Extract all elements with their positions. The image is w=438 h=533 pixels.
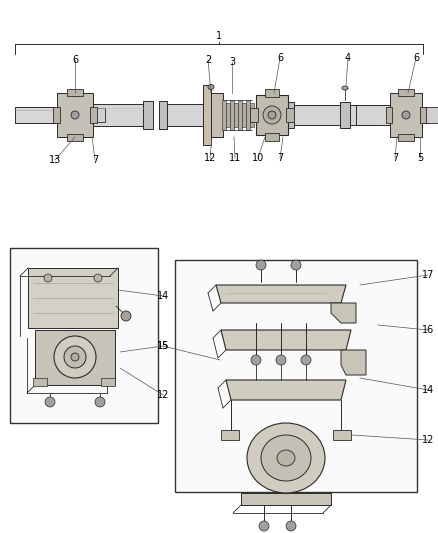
Circle shape bbox=[286, 521, 296, 531]
Bar bbox=[67, 134, 83, 141]
Bar bbox=[143, 101, 153, 129]
Text: 14: 14 bbox=[422, 385, 434, 395]
Bar bbox=[390, 93, 422, 137]
Ellipse shape bbox=[342, 86, 348, 90]
Polygon shape bbox=[331, 303, 356, 323]
Bar bbox=[356, 105, 401, 125]
Text: 7: 7 bbox=[277, 153, 283, 163]
Ellipse shape bbox=[268, 111, 276, 119]
Circle shape bbox=[291, 260, 301, 270]
Ellipse shape bbox=[261, 435, 311, 481]
Bar bbox=[256, 95, 288, 135]
Bar bbox=[420, 107, 426, 123]
Circle shape bbox=[251, 355, 261, 365]
Ellipse shape bbox=[54, 336, 96, 378]
Bar bbox=[101, 378, 115, 386]
Ellipse shape bbox=[247, 423, 325, 493]
Bar bbox=[10, 248, 158, 423]
Polygon shape bbox=[221, 330, 351, 350]
Text: 2: 2 bbox=[205, 55, 211, 65]
Bar bbox=[424, 107, 438, 123]
Bar bbox=[265, 89, 279, 97]
Bar bbox=[265, 133, 279, 141]
Text: 16: 16 bbox=[422, 325, 434, 335]
Text: 13: 13 bbox=[49, 155, 61, 165]
Text: 1: 1 bbox=[216, 31, 222, 41]
Bar bbox=[386, 107, 392, 123]
Bar bbox=[90, 107, 97, 123]
Bar bbox=[207, 93, 223, 137]
Text: 7: 7 bbox=[92, 155, 98, 165]
Bar bbox=[250, 103, 254, 127]
Ellipse shape bbox=[71, 111, 79, 119]
Bar bbox=[241, 493, 331, 505]
Circle shape bbox=[121, 311, 131, 321]
Text: 4: 4 bbox=[345, 53, 351, 63]
Text: 7: 7 bbox=[392, 153, 398, 163]
Text: 15: 15 bbox=[157, 341, 169, 351]
Text: 10: 10 bbox=[252, 153, 264, 163]
Text: 5: 5 bbox=[417, 153, 423, 163]
Text: 6: 6 bbox=[72, 55, 78, 65]
Bar bbox=[203, 85, 211, 145]
Ellipse shape bbox=[402, 111, 410, 119]
Bar bbox=[246, 100, 250, 130]
Text: 14: 14 bbox=[157, 291, 169, 301]
Text: 17: 17 bbox=[422, 270, 434, 280]
Bar bbox=[15, 107, 55, 123]
Bar bbox=[163, 104, 208, 126]
Bar bbox=[33, 378, 47, 386]
Circle shape bbox=[95, 397, 105, 407]
Bar bbox=[222, 100, 226, 130]
Text: 12: 12 bbox=[157, 390, 169, 400]
Text: 15: 15 bbox=[157, 341, 169, 351]
Circle shape bbox=[259, 521, 269, 531]
Ellipse shape bbox=[64, 346, 86, 368]
Bar bbox=[67, 89, 83, 96]
Bar bbox=[221, 430, 239, 440]
Bar bbox=[35, 330, 115, 385]
Text: 12: 12 bbox=[204, 153, 216, 163]
Circle shape bbox=[45, 397, 55, 407]
Ellipse shape bbox=[71, 353, 79, 361]
Bar bbox=[290, 105, 370, 125]
Bar bbox=[250, 108, 258, 122]
Bar bbox=[93, 108, 105, 122]
Bar bbox=[286, 108, 294, 122]
Bar bbox=[238, 100, 242, 130]
Text: 3: 3 bbox=[229, 57, 235, 67]
Bar bbox=[398, 89, 414, 96]
Circle shape bbox=[44, 274, 52, 282]
Bar bbox=[226, 103, 230, 127]
Polygon shape bbox=[226, 380, 346, 400]
Bar bbox=[92, 104, 147, 126]
Circle shape bbox=[301, 355, 311, 365]
Text: 12: 12 bbox=[422, 435, 434, 445]
Ellipse shape bbox=[263, 106, 281, 124]
Bar bbox=[242, 103, 246, 127]
Bar bbox=[175, 260, 417, 492]
Circle shape bbox=[94, 274, 102, 282]
Circle shape bbox=[276, 355, 286, 365]
Bar bbox=[53, 107, 60, 123]
Text: 6: 6 bbox=[413, 53, 419, 63]
Bar bbox=[159, 101, 167, 129]
Bar bbox=[230, 100, 234, 130]
Bar bbox=[340, 102, 350, 128]
Circle shape bbox=[256, 260, 266, 270]
Bar bbox=[28, 268, 118, 328]
Bar bbox=[57, 93, 93, 137]
Bar bbox=[333, 430, 351, 440]
Text: 6: 6 bbox=[277, 53, 283, 63]
Text: 11: 11 bbox=[229, 153, 241, 163]
Polygon shape bbox=[341, 350, 366, 375]
Bar bbox=[398, 134, 414, 141]
Ellipse shape bbox=[277, 450, 295, 466]
Bar bbox=[286, 102, 294, 128]
Ellipse shape bbox=[208, 85, 214, 90]
Polygon shape bbox=[216, 285, 346, 303]
Bar bbox=[234, 103, 238, 127]
